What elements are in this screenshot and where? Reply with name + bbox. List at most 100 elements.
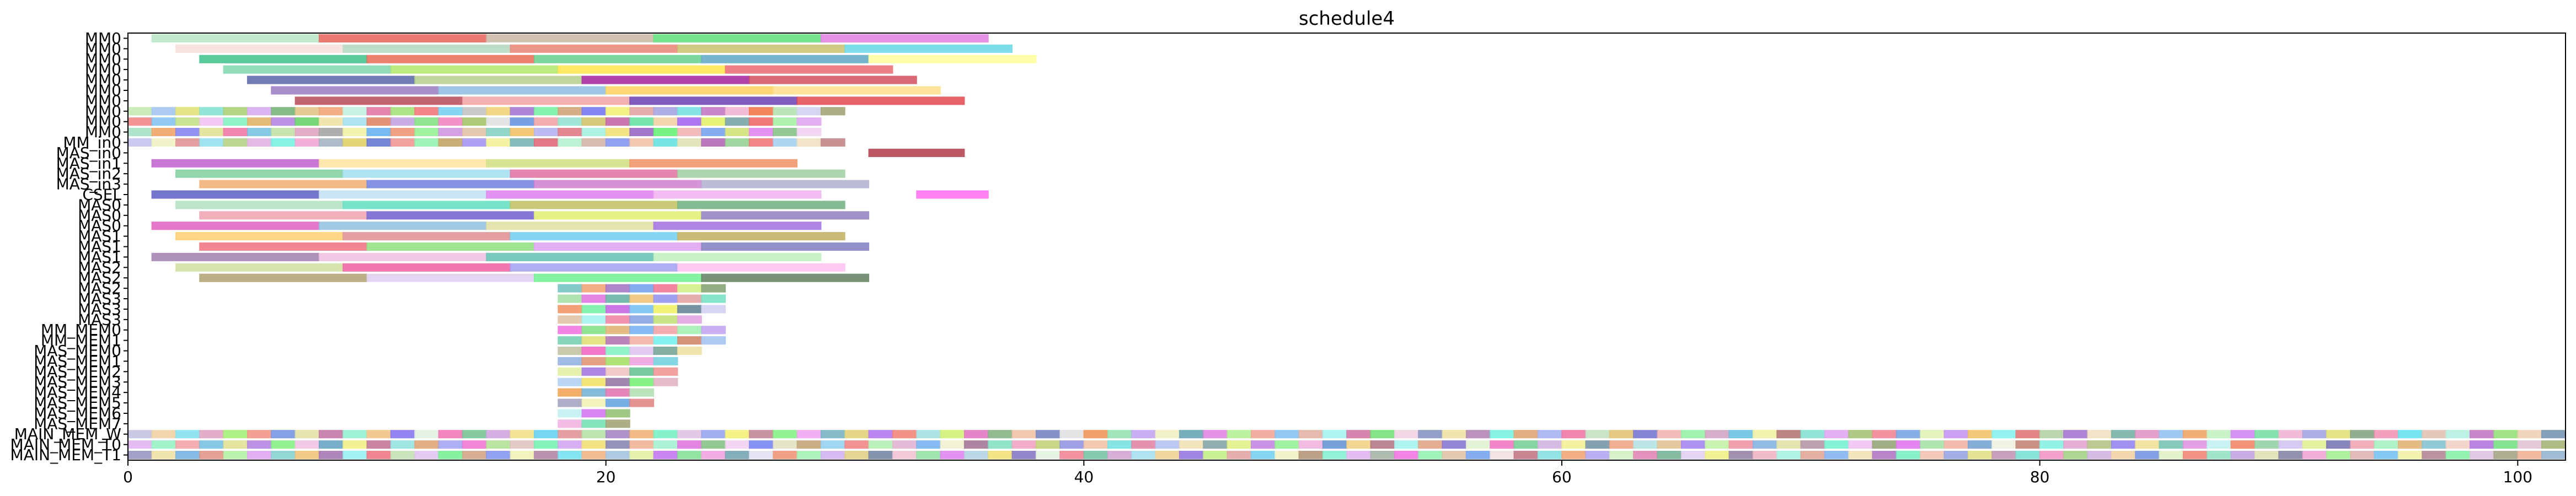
y-tick-label: MAS2 (78, 258, 121, 277)
task-bar (2230, 450, 2256, 460)
task-bar (2517, 450, 2542, 460)
task-bar (605, 284, 630, 293)
task-bar (629, 107, 655, 116)
y-tick-label: MM0 (85, 61, 121, 79)
x-tick-label: 60 (1552, 468, 1572, 486)
task-bar (892, 440, 917, 449)
task-bar (725, 65, 893, 74)
task-bar (796, 117, 822, 126)
task-bar (1035, 450, 1061, 460)
task-bar (1346, 440, 1372, 449)
task-bar (1155, 450, 1180, 460)
task-bar (653, 190, 822, 199)
task-bar (366, 430, 392, 439)
task-bar (127, 107, 153, 116)
task-bar (844, 430, 870, 439)
task-bar (2159, 430, 2184, 439)
task-bar (2397, 440, 2423, 449)
task-bar (247, 430, 272, 439)
task-bar (605, 336, 630, 345)
task-bar (151, 117, 176, 126)
task-bar (1346, 450, 1372, 460)
task-bar (486, 117, 511, 126)
task-bar (318, 450, 344, 460)
task-bar (1728, 450, 1754, 460)
task-bar (1203, 440, 1228, 449)
task-bar (2063, 430, 2088, 439)
task-bar (533, 138, 559, 147)
task-bar (653, 34, 822, 43)
task-bar (1657, 450, 1682, 460)
task-bar (558, 117, 583, 126)
task-bar (653, 128, 678, 137)
task-bar (2159, 440, 2184, 449)
task-bar (963, 430, 989, 439)
task-bar (318, 430, 344, 439)
task-bar (366, 117, 392, 126)
task-bar (2326, 450, 2351, 460)
task-bar (486, 138, 511, 147)
task-bar (2350, 450, 2375, 460)
task-bar (342, 450, 368, 460)
task-bar (199, 55, 368, 63)
task-bar (725, 117, 750, 126)
task-bar (318, 440, 344, 449)
task-bar (605, 419, 630, 428)
task-bar (438, 138, 463, 147)
task-bar (2207, 450, 2232, 460)
chart-title: schedule4 (1298, 8, 1395, 30)
task-bar (1585, 450, 1610, 460)
task-bar (1322, 430, 1347, 439)
task-bar (247, 138, 272, 147)
task-bar (1298, 450, 1324, 460)
task-bar (1394, 450, 1419, 460)
task-bar (414, 128, 440, 137)
y-tick-label: MAS0 (78, 196, 121, 214)
task-bar (988, 440, 1013, 449)
task-bar (199, 180, 368, 188)
task-bar (629, 378, 655, 386)
task-bar (629, 305, 655, 314)
task-bar (462, 107, 487, 116)
task-bar (1370, 440, 1395, 449)
task-bar (1274, 450, 1300, 460)
task-bar (366, 211, 535, 220)
task-bar (1680, 440, 1706, 449)
task-bar (677, 430, 702, 439)
task-bar (581, 107, 607, 116)
task-bar (462, 138, 487, 147)
task-bar (462, 450, 487, 460)
task-bar (127, 440, 153, 449)
task-bar (1298, 440, 1324, 449)
task-bar (677, 263, 845, 272)
task-bar (796, 96, 965, 105)
task-bar (151, 159, 320, 168)
task-bar (486, 190, 655, 199)
task-bar (1083, 440, 1108, 449)
task-bar (653, 336, 678, 345)
task-bar (2111, 430, 2136, 439)
task-bar (1848, 450, 1873, 460)
task-bar (581, 357, 607, 365)
task-bar (796, 450, 822, 460)
task-bar (2135, 440, 2160, 449)
task-bar (438, 440, 463, 449)
task-bar (725, 107, 750, 116)
task-bar (725, 430, 750, 439)
task-bar (223, 117, 248, 126)
task-bar (1179, 430, 1204, 439)
task-bar (1657, 440, 1682, 449)
task-bar (629, 398, 655, 407)
task-bar (677, 450, 702, 460)
task-bar (271, 440, 296, 449)
task-bar (390, 430, 415, 439)
task-bar (940, 430, 965, 439)
y-tick-label: MAS_MEM0 (34, 342, 121, 360)
task-bar (2182, 430, 2208, 439)
x-tick-label: 80 (2030, 468, 2050, 486)
y-tick-label: MAS_in2 (56, 165, 121, 183)
task-bar (2302, 440, 2327, 449)
task-bar (533, 440, 559, 449)
task-bar (773, 86, 941, 95)
task-bar (175, 232, 344, 241)
